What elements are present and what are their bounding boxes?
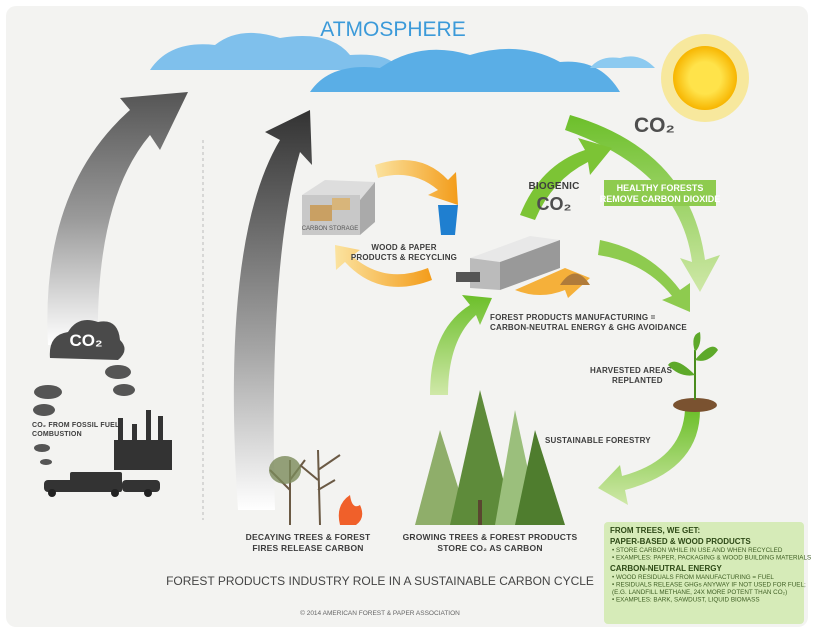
co2-cloud-part [40,459,52,465]
info-item: • EXAMPLES: PAPER, PACKAGING & WOOD BUIL… [612,555,811,562]
harvested-label: REPLANTED [612,376,663,385]
factory-and-cars-part [158,416,163,444]
sustainable-forestry-label: SUSTAINABLE FORESTRY [545,436,651,445]
harvested-label: HARVESTED AREAS [590,366,673,375]
co2-cloud-part [113,384,135,396]
copyright: © 2014 AMERICAN FOREST & PAPER ASSOCIATI… [300,609,460,617]
recycle-bin [438,205,458,235]
mill-part [456,272,480,282]
growing-trees-part [478,500,482,525]
biogenic-label: CO₂ [537,194,572,214]
info-item: • RESIDUALS RELEASE GHGs ANYWAY IF NOT U… [612,582,806,589]
sun-part [673,46,737,110]
info-section-title: PAPER-BASED & WOOD PRODUCTS [610,537,751,546]
carbon-storage-box-part [332,198,350,210]
manufacturing-label: FOREST PRODUCTS MANUFACTURING = [490,313,656,322]
decaying-label: FIRES RELEASE CARBON [252,543,363,553]
growing-label: STORE CO₂ AS CARBON [437,543,542,553]
factory-and-cars-part [122,480,160,492]
info-item: (E.G. LANDFILL METHANE, 24X MORE POTENT … [612,589,787,596]
diagram: ATMOSPHERE CO₂ CO₂ FROM FOSSIL FUEL COMB… [0,0,814,633]
factory-and-cars-part [118,418,123,444]
factory-and-cars-part [70,472,122,492]
factory-and-cars-part [114,440,172,470]
fossil-label: CO₂ FROM FOSSIL FUEL [32,422,120,429]
co2-cloud-part [34,385,62,399]
biogenic-label: BIOGENIC [528,181,579,192]
co2-cloud-label: CO₂ [69,331,102,350]
footer-title: FOREST PRODUCTS INDUSTRY ROLE IN A SUSTA… [166,574,594,588]
carbon-storage-label: CARBON STORAGE [302,226,359,232]
info-item: • WOOD RESIDUALS FROM MANUFACTURING = FU… [612,574,774,581]
factory-and-cars-part [146,410,151,444]
wood-paper-label: WOOD & PAPER [371,243,436,252]
manufacturing-label: CARBON-NEUTRAL ENERGY & GHG AVOIDANCE [490,323,687,332]
sun [661,34,749,122]
carbon-storage-box-part [310,205,332,221]
co2-cloud-part [34,444,50,452]
healthy-forests-label: HEALTHY FORESTS [617,183,704,193]
info-heading: FROM TREES, WE GET: [610,526,700,535]
decaying-label: DECAYING TREES & FOREST [246,532,371,542]
co2-cloud-part [33,404,55,416]
info-item: • STORE CARBON WHILE IN USE AND WHEN REC… [612,547,783,554]
info-item: • EXAMPLES: BARK, SAWDUST, LIQUID BIOMAS… [612,597,760,604]
fossil-label: COMBUSTION [32,431,82,438]
factory-and-cars-part [111,489,119,497]
seedling-part [673,398,717,412]
decaying-trees-part [269,456,301,484]
co2-top-label: CO₂ [634,114,675,137]
factory-and-cars-part [144,489,152,497]
growing-label: GROWING TREES & FOREST PRODUCTS [403,532,578,542]
co2-cloud-part [105,365,131,379]
factory-and-cars-part [48,489,56,497]
factory-and-cars-part [132,424,137,444]
wood-paper-label: PRODUCTS & RECYCLING [351,253,457,262]
page: {"atmosphere": "ATMOSPHERE", "co2_top": … [0,0,814,633]
info-section-title: CARBON-NEUTRAL ENERGY [610,564,723,573]
healthy-forests-label: REMOVE CARBON DIOXIDE [600,194,721,204]
atmosphere-label: ATMOSPHERE [320,18,465,41]
